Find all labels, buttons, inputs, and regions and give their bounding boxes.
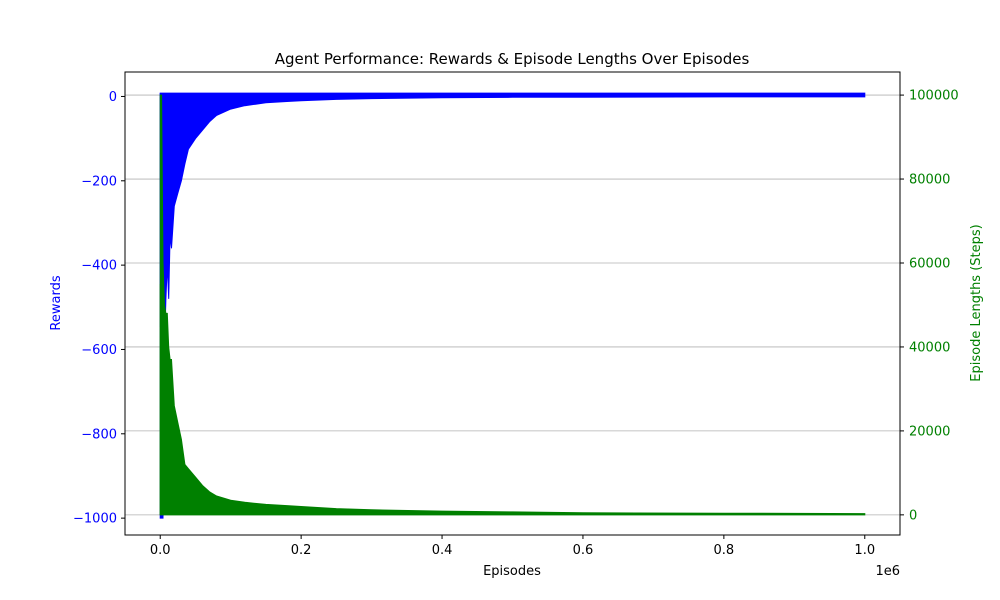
right-tick-label: 100000 (909, 89, 959, 104)
x-tick-label: 0.0 (150, 543, 171, 558)
left-axis-ticks: 0 −200 −400 −600 −800 −1000 (73, 90, 125, 527)
left-tick-label: −800 (81, 427, 117, 442)
x-tick-label: 0.4 (432, 543, 453, 558)
left-tick-label: −200 (81, 174, 117, 189)
series-area-1 (159, 94, 866, 516)
left-tick-label: −600 (81, 343, 117, 358)
right-tick-label: 0 (909, 508, 917, 523)
x-axis-ticks: 0.0 0.2 0.4 0.6 0.8 1.0 (150, 535, 875, 558)
x-tick-label: 0.6 (573, 543, 594, 558)
right-tick-label: 20000 (909, 424, 950, 439)
series-episode-lengths (159, 94, 866, 516)
plot-series (159, 92, 866, 519)
right-tick-label: 40000 (909, 340, 950, 355)
x-tick-label: 1.0 (854, 543, 875, 558)
left-tick-label: −400 (81, 259, 117, 274)
x-tick-label: 0.2 (291, 543, 312, 558)
left-tick-label: −1000 (73, 512, 117, 527)
x-axis-label: Episodes (483, 564, 541, 579)
x-axis-offset-label: 1e6 (875, 564, 900, 579)
right-tick-label: 60000 (909, 256, 950, 271)
chart-title: Agent Performance: Rewards & Episode Len… (275, 50, 750, 68)
left-tick-label: 0 (109, 90, 117, 105)
right-axis-label: Episode Lengths (Steps) (969, 224, 984, 381)
right-tick-label: 80000 (909, 173, 950, 188)
right-axis-ticks: 0 20000 40000 60000 80000 100000 (900, 89, 959, 523)
plot-frame (124, 71, 901, 536)
left-axis-label: Rewards (49, 275, 64, 330)
x-tick-label: 0.8 (714, 543, 735, 558)
